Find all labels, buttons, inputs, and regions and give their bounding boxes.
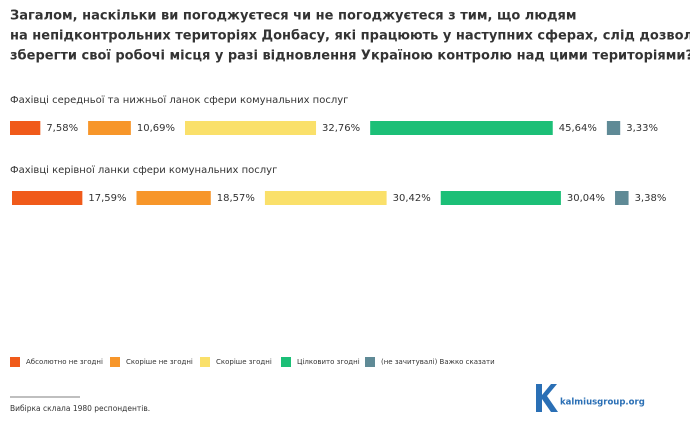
value-label: 17,59% bbox=[88, 193, 126, 204]
value-label: 32,76% bbox=[322, 123, 360, 134]
legend-swatch bbox=[365, 357, 375, 367]
logo bbox=[536, 384, 558, 412]
bar-segment bbox=[615, 191, 629, 205]
legend-label: Цілковито згодні bbox=[297, 358, 360, 366]
value-label: 7,58% bbox=[46, 123, 78, 134]
value-label: 30,42% bbox=[393, 193, 431, 204]
value-label: 30,04% bbox=[567, 193, 605, 204]
value-label: 45,64% bbox=[559, 123, 597, 134]
bar-segment bbox=[440, 191, 561, 205]
bar-segment bbox=[606, 121, 621, 135]
legend-label: Скоріше не згодні bbox=[126, 358, 193, 366]
value-label: 3,33% bbox=[626, 123, 658, 134]
legend-swatch bbox=[10, 357, 20, 367]
value-label: 3,38% bbox=[635, 193, 667, 204]
category-label: Фахівці середньої та нижньої ланок сфери… bbox=[10, 94, 348, 106]
legend-swatch bbox=[200, 357, 210, 367]
bar-segment bbox=[136, 191, 211, 205]
chart-title: на непідконтрольних територіях Донбасу, … bbox=[10, 29, 690, 44]
source: kalmiusgroup.org bbox=[560, 398, 645, 408]
bar-segment bbox=[10, 121, 41, 135]
bar-segment bbox=[185, 121, 317, 135]
bar-segment bbox=[88, 121, 131, 135]
category-label: Фахівці керівної ланки сфери комунальних… bbox=[10, 164, 277, 176]
legend-label: Абсолютно не згодні bbox=[26, 358, 103, 366]
value-label: 18,57% bbox=[217, 193, 255, 204]
legend-label: Скоріше згодні bbox=[216, 358, 272, 366]
legend-swatch bbox=[110, 357, 120, 367]
value-label: 10,69% bbox=[137, 123, 175, 134]
bar-segment bbox=[264, 191, 387, 205]
bar-segment bbox=[12, 191, 83, 205]
chart-title: зберегти свої робочі місця у разі віднов… bbox=[10, 49, 690, 64]
legend-label: (не зачитувалі) Важко сказати bbox=[381, 358, 495, 366]
chart-title: Загалом, наскільки ви погоджуєтеся чи не… bbox=[10, 9, 576, 24]
legend-swatch bbox=[281, 357, 291, 367]
bar-segment bbox=[370, 121, 553, 135]
footnote: Вибірка склала 1980 респондентів. bbox=[10, 404, 150, 413]
